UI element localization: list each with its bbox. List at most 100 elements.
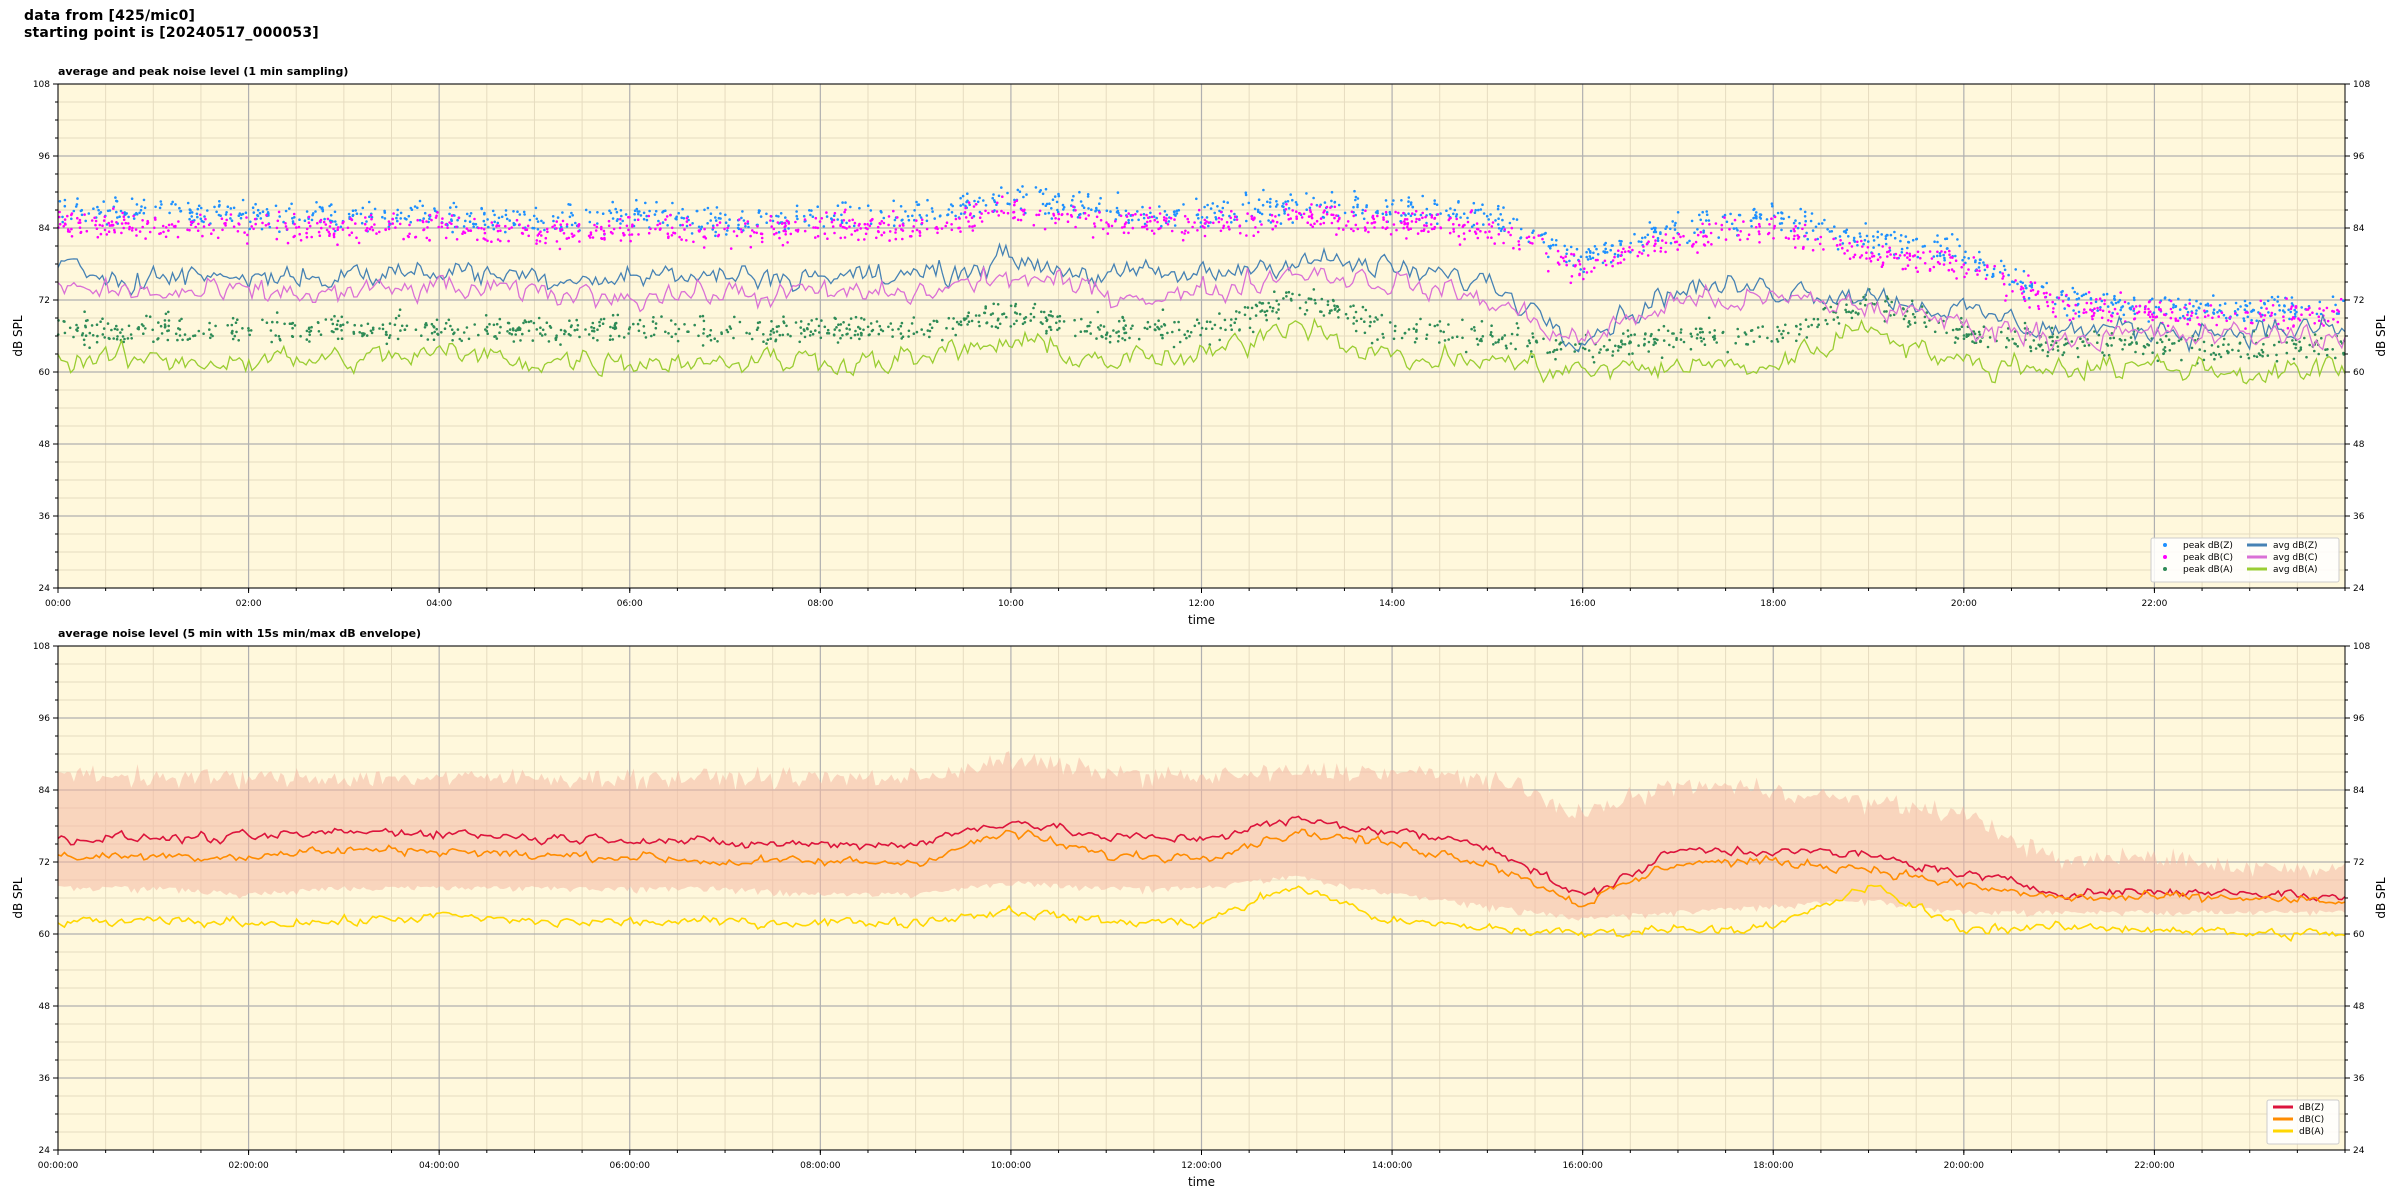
data-point <box>229 207 233 210</box>
data-point <box>880 220 884 223</box>
legend-box <box>2150 537 2340 583</box>
data-point <box>592 330 596 333</box>
data-point <box>1588 255 1592 258</box>
data-point <box>167 223 171 227</box>
data-point <box>1614 344 1617 348</box>
data-point <box>1532 229 1535 232</box>
data-point <box>868 224 872 228</box>
data-point <box>248 333 251 337</box>
data-point <box>809 330 813 334</box>
data-point <box>151 328 154 332</box>
data-point <box>197 204 201 208</box>
data-point <box>310 325 313 329</box>
data-point <box>1222 200 1226 203</box>
data-point <box>243 231 246 234</box>
data-point <box>365 220 368 223</box>
data-point <box>864 226 868 230</box>
data-point <box>444 236 448 240</box>
x-tick-label: 14:00:00 <box>1372 1161 1413 1171</box>
data-point <box>1433 324 1437 328</box>
data-point <box>1526 344 1529 348</box>
data-point <box>1411 205 1414 209</box>
data-point <box>2172 306 2175 309</box>
data-point <box>625 224 629 228</box>
data-point <box>96 334 99 338</box>
data-point <box>936 227 939 231</box>
y-tick-label: 108 <box>33 642 50 652</box>
data-point <box>2163 346 2167 349</box>
data-point <box>2044 295 2047 299</box>
data-point <box>958 217 961 220</box>
data-point <box>2051 339 2054 343</box>
data-point <box>614 207 617 211</box>
data-point <box>1646 233 1650 237</box>
data-point <box>726 330 730 334</box>
data-point <box>1726 350 1729 354</box>
data-point <box>307 221 311 224</box>
data-point <box>539 230 542 233</box>
data-point <box>1071 198 1074 202</box>
data-point <box>2092 311 2096 315</box>
data-point <box>1616 349 1620 352</box>
data-point <box>1054 221 1057 225</box>
data-point <box>2319 312 2323 316</box>
data-point <box>987 211 990 215</box>
data-point <box>1057 194 1061 198</box>
data-point <box>816 205 819 208</box>
data-point <box>603 232 606 236</box>
data-point <box>1803 223 1807 227</box>
data-point <box>1884 237 1888 241</box>
data-point <box>1131 324 1134 328</box>
data-point <box>1193 324 1197 328</box>
data-point <box>63 218 67 221</box>
data-point <box>1122 231 1126 234</box>
data-point <box>1205 220 1208 223</box>
data-point <box>1569 281 1573 285</box>
data-point <box>1965 272 1968 275</box>
data-point <box>423 326 427 329</box>
legend-label: dB(C) <box>2299 1115 2324 1125</box>
data-point <box>1772 227 1776 230</box>
data-point <box>1708 223 1711 226</box>
data-point <box>823 325 827 329</box>
data-point <box>1824 318 1827 322</box>
data-point <box>316 321 320 324</box>
data-point <box>619 239 623 242</box>
data-point <box>1078 190 1081 194</box>
data-point <box>1568 259 1571 263</box>
data-point <box>518 328 522 332</box>
data-point <box>288 207 291 210</box>
data-point <box>1696 251 1699 254</box>
data-point <box>268 225 272 229</box>
data-point <box>1606 348 1609 352</box>
data-point <box>414 328 418 332</box>
data-point <box>2177 297 2180 301</box>
data-point <box>1531 332 1534 335</box>
data-point <box>770 225 773 228</box>
data-point <box>1001 195 1004 198</box>
data-point <box>857 325 860 329</box>
data-point <box>949 203 953 206</box>
data-point <box>1702 231 1705 234</box>
data-point <box>1983 268 1987 272</box>
data-point <box>1679 331 1683 334</box>
data-point <box>715 206 719 209</box>
data-point <box>1313 298 1317 302</box>
data-point <box>555 220 558 223</box>
data-point <box>654 326 658 330</box>
data-point <box>310 218 314 222</box>
data-point <box>724 221 728 224</box>
data-point <box>370 331 374 335</box>
data-point <box>2112 336 2116 340</box>
data-point <box>809 213 812 217</box>
data-point <box>1032 306 1035 310</box>
data-point <box>1256 230 1260 234</box>
data-point <box>1695 337 1699 340</box>
data-point <box>2298 340 2301 344</box>
data-point <box>737 223 740 227</box>
data-point <box>891 335 894 338</box>
data-point <box>1961 258 1964 262</box>
data-point <box>713 337 716 341</box>
data-point <box>542 221 545 225</box>
data-point <box>174 203 177 206</box>
